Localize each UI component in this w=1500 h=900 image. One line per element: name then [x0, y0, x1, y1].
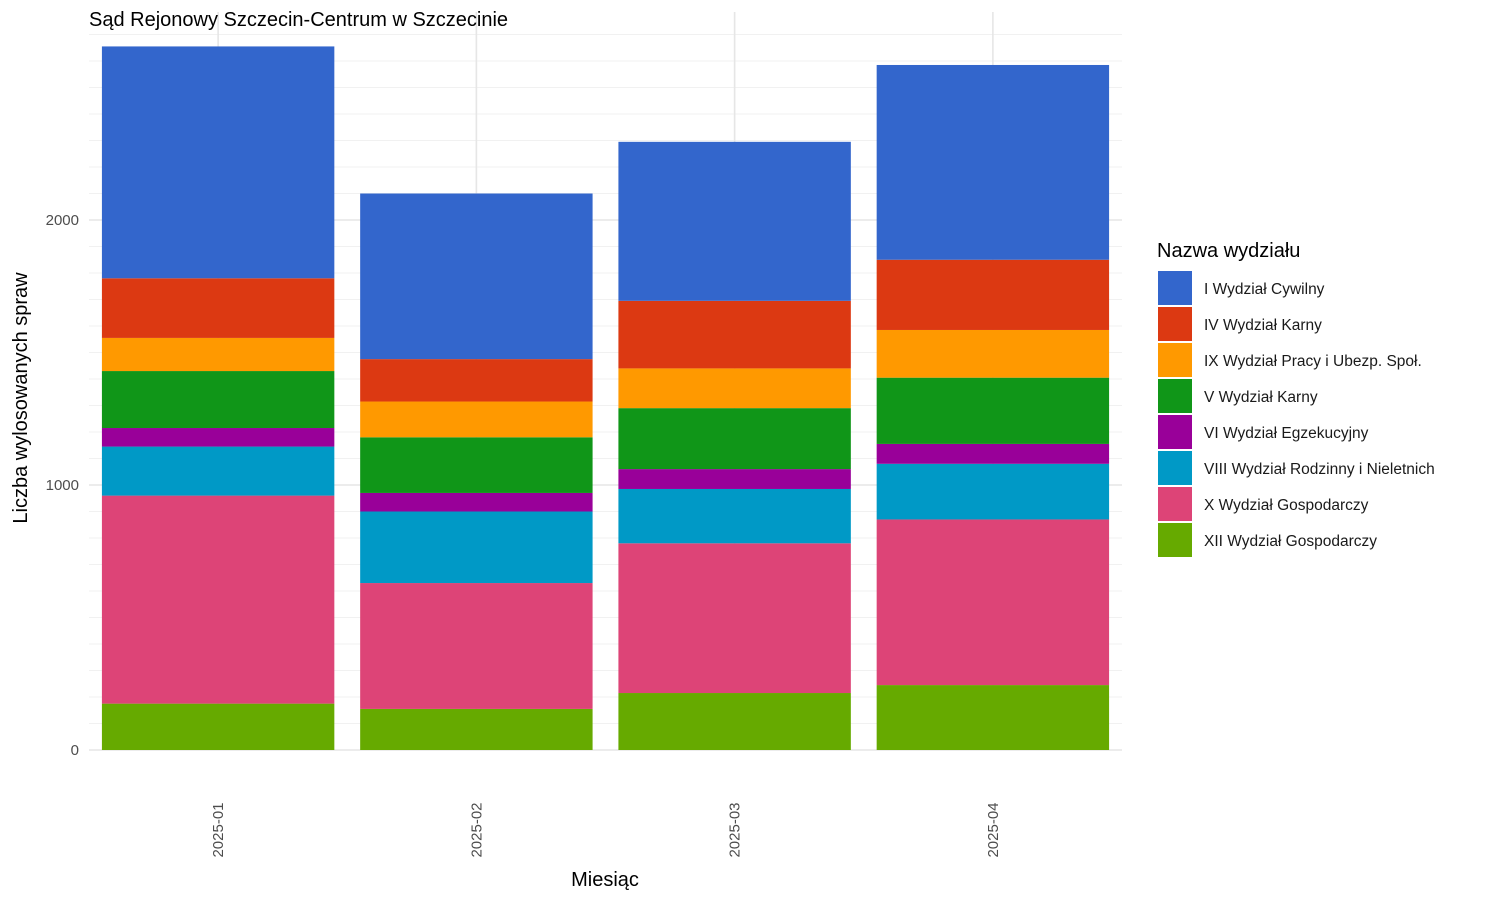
bar-segment: XII Wydział Gospodarczy: 215: [618, 693, 851, 750]
legend-label: IV Wydział Karny: [1204, 317, 1322, 334]
bar-segment: I Wydział Cywilny: 600: [618, 141, 851, 301]
legend-swatch: [1158, 307, 1192, 341]
bar-segment: V Wydział Karny: 210: [360, 437, 593, 493]
legend-swatch: [1158, 379, 1192, 413]
bar-segment: XII Wydział Gospodarczy: 155: [360, 708, 593, 750]
bar-segment: IV Wydział Karny: 265: [876, 259, 1110, 330]
bar-segment: IX Wydział Pracy i Ubezp. Społ.: 125: [101, 337, 335, 372]
bar-segment: VIII Wydział Rodzinny i Nieletnich: 210: [876, 463, 1110, 520]
bar-segment: XII Wydział Gospodarczy: 175: [101, 703, 335, 750]
y-tick-label: 2000: [46, 212, 79, 229]
bar-segment: X Wydział Gospodarczy: 475: [360, 583, 593, 709]
bar-segment: X Wydział Gospodarczy: 565: [618, 543, 851, 694]
bar-segment: VIII Wydział Rodzinny i Nieletnich: 185: [101, 446, 335, 496]
x-axis-ticks: 2025-01 2025-02 2025-03 2025-04: [210, 802, 1002, 857]
legend-swatch: [1158, 343, 1192, 377]
bar-segment: XII Wydział Gospodarczy: 245: [876, 685, 1110, 750]
bar-segment: VIII Wydział Rodzinny i Nieletnich: 270: [360, 511, 593, 584]
y-tick-label: 0: [71, 742, 79, 759]
legend-swatch: [1158, 523, 1192, 557]
legend-swatch: [1158, 451, 1192, 485]
bar-segment: I Wydział Cywilny: 625: [360, 193, 593, 360]
bar-segment: VI Wydział Egzekucyjny: 75: [618, 469, 851, 489]
bar-segment: IX Wydział Pracy i Ubezp. Społ.: 150: [618, 368, 851, 409]
legend-label: VIII Wydział Rodzinny i Nieletnich: [1204, 461, 1435, 478]
legend-swatch: [1158, 271, 1192, 305]
x-tick-label: 2025-03: [727, 802, 744, 857]
x-axis-title: Miesiąc: [571, 869, 639, 891]
y-tick-label: 1000: [46, 477, 79, 494]
bar-segment: V Wydział Karny: 230: [618, 408, 851, 470]
legend-label: VI Wydział Egzekucyjny: [1204, 425, 1369, 442]
bar-segment: VIII Wydział Rodzinny i Nieletnich: 205: [618, 488, 851, 544]
x-tick-label: 2025-01: [210, 802, 227, 857]
legend-title: Nazwa wydziału: [1157, 240, 1300, 262]
legend-label: IX Wydział Pracy i Ubezp. Społ.: [1204, 353, 1422, 370]
x-tick-label: 2025-02: [468, 802, 485, 857]
legend-label: I Wydział Cywilny: [1204, 281, 1325, 298]
bar-segment: IX Wydział Pracy i Ubezp. Społ.: 180: [876, 329, 1110, 378]
y-axis-title: Liczba wylosowanych spraw: [10, 272, 32, 524]
bar-segment: I Wydział Cywilny: 735: [876, 64, 1110, 260]
bar-segment: IV Wydział Karny: 225: [101, 278, 335, 338]
legend-label: XII Wydział Gospodarczy: [1204, 533, 1377, 550]
legend-label: X Wydział Gospodarczy: [1204, 497, 1369, 514]
bar-segment: VI Wydział Egzekucyjny: 75: [876, 443, 1110, 464]
legend-swatch: [1158, 487, 1192, 521]
bar-segment: X Wydział Gospodarczy: 785: [101, 495, 335, 704]
bars: XII Wydział Gospodarczy: 175X Wydział Go…: [101, 46, 1110, 750]
bar-segment: IX Wydział Pracy i Ubezp. Społ.: 135: [360, 401, 593, 438]
chart-title: Sąd Rejonowy Szczecin-Centrum w Szczecin…: [89, 9, 508, 31]
legend: Nazwa wydziału I Wydział Cywilny IV Wydzi…: [1157, 240, 1435, 557]
bar-segment: X Wydział Gospodarczy: 625: [876, 519, 1110, 686]
bar-segment: V Wydział Karny: 250: [876, 377, 1110, 444]
y-axis-ticks: 0 1000 2000: [46, 212, 79, 759]
bar-segment: VI Wydział Egzekucyjny: 70: [101, 428, 335, 447]
bar-segment: IV Wydział Karny: 255: [618, 300, 851, 369]
bar-segment: V Wydział Karny: 215: [101, 371, 335, 429]
bar-segment: VI Wydział Egzekucyjny: 70: [360, 492, 593, 512]
x-tick-label: 2025-04: [985, 802, 1002, 857]
bar-segment: I Wydział Cywilny: 875: [101, 46, 335, 279]
legend-label: V Wydział Karny: [1204, 389, 1318, 406]
legend-swatch: [1158, 415, 1192, 449]
bar-segment: IV Wydział Karny: 160: [360, 359, 593, 402]
